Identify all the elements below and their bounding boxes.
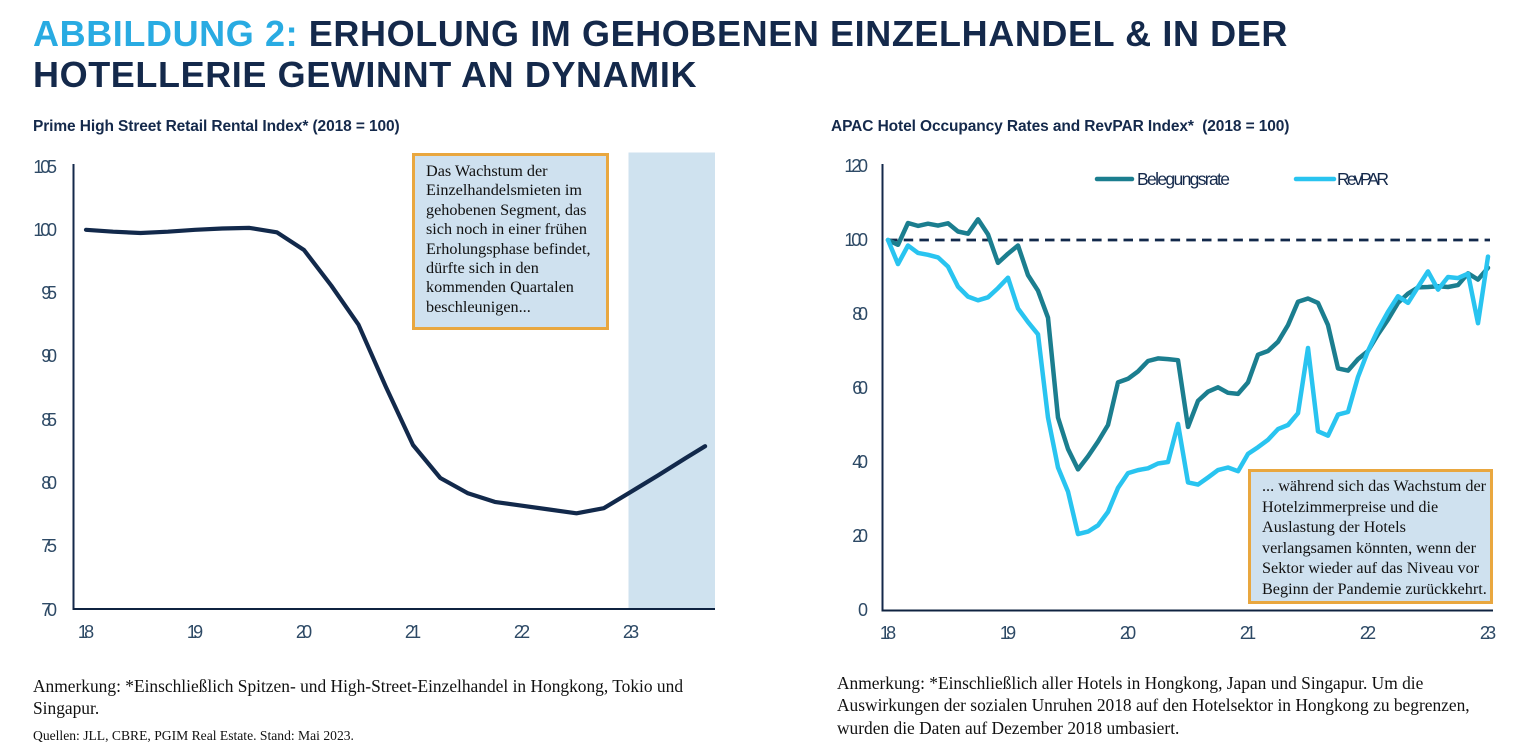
svg-text:18: 18 [78, 622, 94, 642]
svg-text:Belegungsrate: Belegungsrate [1137, 169, 1230, 189]
svg-text:100: 100 [844, 230, 868, 250]
svg-text:19: 19 [187, 622, 203, 642]
svg-text:18: 18 [880, 623, 896, 643]
svg-text:0: 0 [858, 600, 868, 620]
svg-text:22: 22 [1360, 623, 1376, 643]
svg-text:70: 70 [41, 600, 57, 620]
svg-text:95: 95 [41, 283, 57, 303]
svg-text:60: 60 [852, 378, 868, 398]
svg-text:100: 100 [33, 220, 57, 240]
svg-text:120: 120 [844, 156, 868, 176]
svg-text:23: 23 [1480, 623, 1496, 643]
svg-text:20: 20 [852, 526, 868, 546]
svg-text:75: 75 [41, 536, 57, 556]
svg-text:80: 80 [41, 473, 57, 493]
svg-text:85: 85 [41, 410, 57, 430]
svg-text:RevPAR: RevPAR [1337, 169, 1389, 189]
svg-text:40: 40 [852, 452, 868, 472]
svg-text:20: 20 [296, 622, 312, 642]
svg-text:23: 23 [623, 622, 639, 642]
svg-text:105: 105 [33, 157, 57, 177]
svg-text:80: 80 [852, 304, 868, 324]
svg-text:19: 19 [1000, 623, 1016, 643]
svg-text:22: 22 [514, 622, 530, 642]
svg-text:90: 90 [41, 346, 57, 366]
svg-text:20: 20 [1120, 623, 1136, 643]
svg-text:21: 21 [405, 622, 421, 642]
svg-text:21: 21 [1240, 623, 1256, 643]
